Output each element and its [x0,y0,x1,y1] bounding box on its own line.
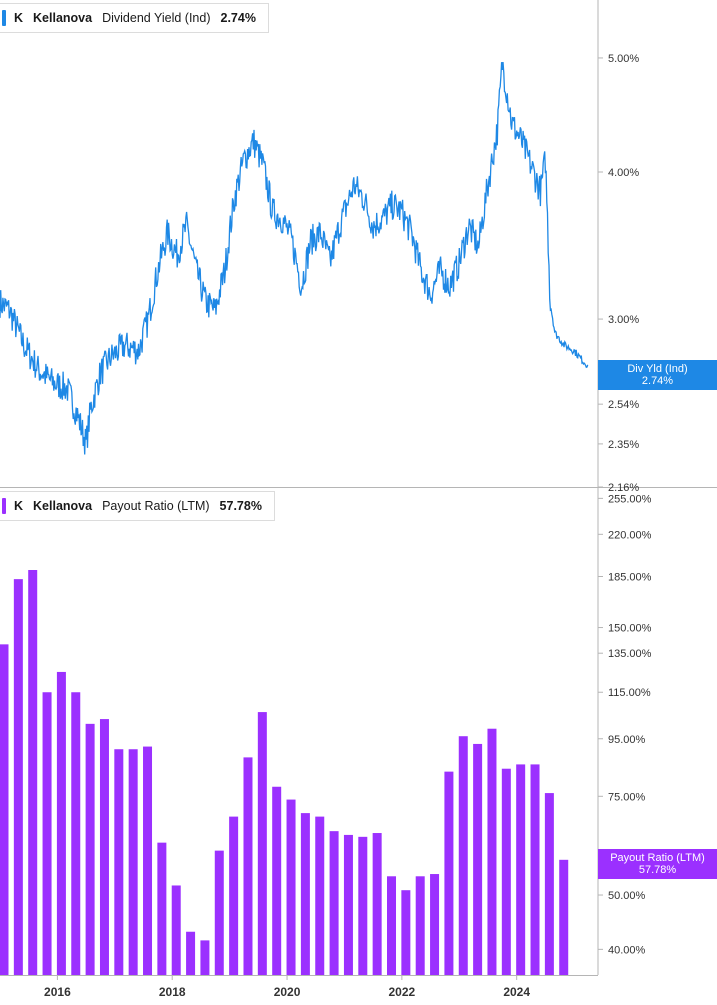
bottom-y-tick-label: 255.00% [608,493,652,505]
bottom-y-tick-label: 75.00% [608,791,646,803]
x-tick-label: 2022 [389,985,416,999]
payout-ratio-badge-value: 57.78% [638,864,677,876]
payout-bar [186,931,196,975]
payout-bar [143,746,153,975]
payout-bar [42,692,52,975]
payout-bar [444,771,454,975]
bottom-y-tick-label: 95.00% [608,734,646,746]
bottom-legend-ticker: K [14,499,24,513]
payout-bar [343,834,353,975]
bottom-y-tick-label: 220.00% [608,529,652,541]
x-tick-label: 2018 [159,985,186,999]
payout-bar [214,850,224,975]
payout-bar [71,692,81,975]
payout-bar-swatch [2,498,6,514]
top-y-tick-label: 2.35% [608,439,639,451]
payout-bar [372,833,382,975]
payout-bar [358,836,368,975]
top-legend-metric: Dividend Yield (Ind) [102,11,211,25]
payout-bar [530,764,540,975]
payout-bar [430,874,440,975]
payout-bar [387,876,397,975]
top-y-tick-label: 4.00% [608,167,639,179]
dividend-line-swatch [2,10,6,26]
payout-bar [544,793,554,975]
payout-bar [157,842,167,975]
top-legend-value: 2.74% [220,11,256,25]
payout-bar [13,579,23,975]
top-y-tick-label: 3.00% [608,314,639,326]
payout-bar [114,749,124,975]
payout-bar [458,736,468,975]
payout-bar [329,831,339,975]
payout-bar [85,723,95,975]
x-tick-label: 2024 [503,985,530,999]
payout-bar [28,570,38,975]
dividend-yield-badge: Div Yld (Ind) 2.74% [598,360,717,390]
top-y-tick-label: 2.16% [608,482,639,494]
payout-bar [487,728,497,975]
bottom-y-tick-label: 115.00% [608,687,651,699]
top-legend-company: Kellanova [33,11,93,25]
top-y-tick-label: 2.54% [608,399,639,411]
payout-bar [257,712,267,975]
top-y-tick-label: 5.00% [608,53,639,65]
payout-bar [501,768,511,975]
payout-bar [415,876,425,975]
x-tick-label: 2016 [44,985,71,999]
bottom-y-tick-label: 150.00% [608,623,652,635]
payout-bar [272,786,282,975]
payout-bar [300,813,310,975]
top-legend[interactable]: K Kellanova Dividend Yield (Ind) 2.74% [0,3,269,33]
payout-ratio-badge: Payout Ratio (LTM) 57.78% [598,849,717,879]
bottom-y-tick-label: 135.00% [608,648,652,660]
payout-bar [401,890,411,975]
bottom-y-tick-label: 185.00% [608,571,652,583]
bottom-y-tick-label: 40.00% [608,944,646,956]
dividend-yield-line [0,61,589,455]
bottom-legend[interactable]: K Kellanova Payout Ratio (LTM) 57.78% [0,491,275,521]
bottom-legend-company: Kellanova [33,499,93,513]
dividend-yield-badge-label: Div Yld (Ind) [627,363,688,375]
dividend-yield-badge-value: 2.74% [641,375,674,387]
payout-bar [171,885,181,975]
payout-bar [99,719,109,975]
payout-bar [516,764,526,975]
payout-bar [200,940,210,975]
payout-bar [128,749,138,975]
payout-bar [286,799,296,975]
bottom-legend-value: 57.78% [219,499,262,513]
payout-ratio-badge-label: Payout Ratio (LTM) [610,852,705,864]
bottom-legend-metric: Payout Ratio (LTM) [102,499,210,513]
payout-bar [229,816,239,975]
bottom-y-tick-label: 50.00% [608,890,646,902]
payout-bar [559,859,569,975]
payout-bar [243,757,253,975]
payout-bar [0,644,9,975]
payout-bar [473,743,483,975]
payout-bar [56,671,66,975]
payout-bar [315,816,325,975]
top-legend-ticker: K [14,11,24,25]
x-tick-label: 2020 [274,985,301,999]
